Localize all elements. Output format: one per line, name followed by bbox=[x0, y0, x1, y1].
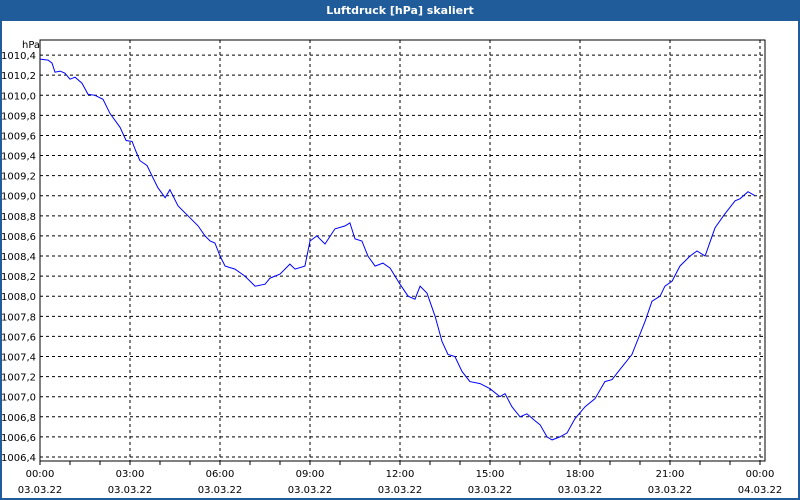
x-tick-time: 09:00 bbox=[296, 469, 325, 480]
x-tick-date: 04.03.22 bbox=[738, 485, 783, 496]
x-tick-date: 03.03.22 bbox=[198, 485, 243, 496]
y-tick-label: 1006,4 bbox=[1, 453, 36, 464]
y-tick-label: 1006,6 bbox=[1, 433, 36, 444]
x-tick-time: 15:00 bbox=[476, 469, 505, 480]
y-tick-label: 1008,8 bbox=[1, 212, 36, 223]
x-tick-time: 12:00 bbox=[386, 469, 415, 480]
x-tick-date: 03.03.22 bbox=[378, 485, 423, 496]
y-tick-label: 1007,4 bbox=[1, 353, 36, 364]
y-tick-label: 1008,6 bbox=[1, 232, 36, 243]
y-tick-label: 1009,4 bbox=[1, 152, 36, 163]
y-tick-label: 1009,2 bbox=[1, 172, 36, 183]
y-tick-label: 1009,0 bbox=[1, 192, 36, 203]
x-tick-date: 03.03.22 bbox=[648, 485, 693, 496]
x-tick-time: 18:00 bbox=[566, 469, 595, 480]
y-tick-label: 1008,2 bbox=[1, 272, 36, 283]
y-tick-label: 1007,2 bbox=[1, 373, 36, 384]
x-tick-time: 03:00 bbox=[116, 469, 145, 480]
x-tick-date: 03.03.22 bbox=[288, 485, 333, 496]
plot-frame bbox=[39, 39, 766, 462]
y-tick-label: 1010,2 bbox=[1, 71, 36, 82]
x-tick-date: 03.03.22 bbox=[18, 485, 63, 496]
x-tick-time: 21:00 bbox=[656, 469, 685, 480]
y-tick-label: 1009,6 bbox=[1, 131, 36, 142]
y-axis-unit: hPa bbox=[22, 40, 40, 51]
y-tick-label: 1007,6 bbox=[1, 332, 36, 343]
y-tick-label: 1007,8 bbox=[1, 312, 36, 323]
x-tick-time: 06:00 bbox=[206, 469, 235, 480]
y-tick-label: 1009,8 bbox=[1, 111, 36, 122]
x-tick-time: 00:00 bbox=[746, 469, 775, 480]
x-tick-date: 03.03.22 bbox=[558, 485, 603, 496]
y-tick-label: 1008,4 bbox=[1, 252, 36, 263]
series-line-luftdruck bbox=[39, 58, 756, 441]
window-title: Luftdruck [hPa] skaliert bbox=[2, 2, 798, 21]
y-tick-label: 1008,0 bbox=[1, 292, 36, 303]
y-tick-label: 1010,4 bbox=[1, 51, 36, 62]
y-tick-label: 1010,0 bbox=[1, 91, 36, 102]
y-tick-label: 1006,8 bbox=[1, 413, 36, 424]
x-tick-time: 00:00 bbox=[26, 469, 55, 480]
y-tick-label: 1007,0 bbox=[1, 393, 36, 404]
x-tick-date: 03.03.22 bbox=[108, 485, 153, 496]
x-tick-date: 03.03.22 bbox=[468, 485, 513, 496]
